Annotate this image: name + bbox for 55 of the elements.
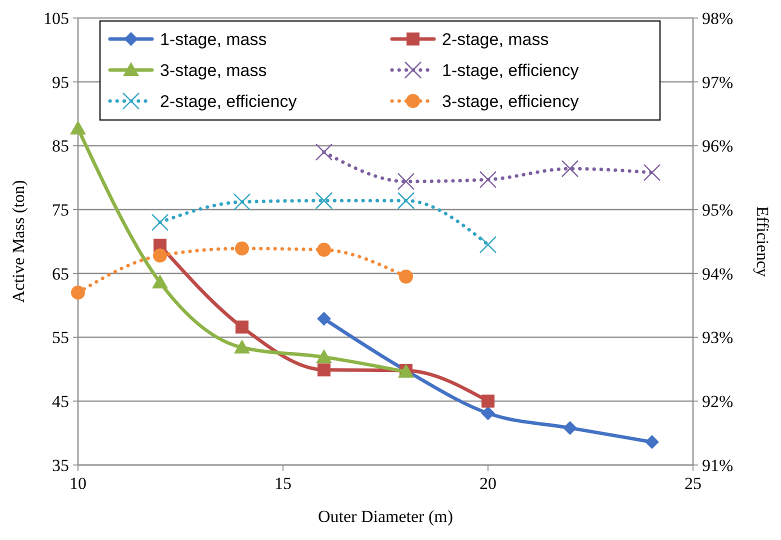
legend-label: 3-stage, efficiency [442,92,580,111]
point [645,435,659,450]
point [236,320,248,334]
y2-axis-title: Efficiency [753,206,772,278]
x-tick-label: 10 [70,474,86,493]
point [151,214,169,231]
y-tick-label: 55 [52,328,69,348]
point [479,170,497,188]
point [70,120,86,134]
x-tick-label: 20 [480,474,496,493]
point [318,363,330,376]
y2-tick-label: 95% [702,200,734,220]
point [399,270,413,284]
y-axis-title: Active Mass (ton) [9,180,28,303]
point [561,160,579,178]
x-axis-title: Outer Diameter (m) [318,507,453,526]
y-tick-label: 45 [52,392,69,412]
point [153,248,167,263]
point [479,236,497,254]
point [235,242,249,256]
x-tick-label: 15 [274,474,292,493]
point [233,193,251,211]
point [481,406,495,420]
legend-label: 2-stage, efficiency [160,92,298,111]
point [315,143,333,161]
y-tick-label: 35 [52,456,69,475]
y2-tick-label: 92% [702,392,734,412]
y2-tick-label: 96% [702,136,734,156]
point [397,192,415,210]
point [234,340,250,354]
legend-label: 3-stage, mass [160,60,267,80]
point [563,420,577,435]
point [71,286,85,300]
y-tick-label: 105 [44,8,69,28]
point [482,394,494,408]
point [643,164,661,182]
legend-label: 1-stage, efficiency [442,60,580,80]
y-tick-label: 85 [52,136,69,156]
y2-tick-label: 97% [702,72,734,92]
point [397,172,415,190]
point [317,312,331,326]
legend-label: 2-stage, mass [442,30,549,49]
y2-tick-label: 94% [702,264,734,284]
point [152,274,168,288]
y2-tick-label: 93% [702,328,734,348]
x-tick-label: 25 [684,474,702,493]
y-tick-label: 65 [52,264,69,284]
legend-label: 1-stage, mass [160,30,267,49]
y-tick-label: 95 [52,72,69,92]
y-tick-label: 75 [52,200,69,220]
y2-tick-label: 98% [702,8,734,28]
y2-tick-label: 91% [702,456,734,475]
point [316,349,332,364]
point [315,192,333,210]
point [317,242,331,257]
